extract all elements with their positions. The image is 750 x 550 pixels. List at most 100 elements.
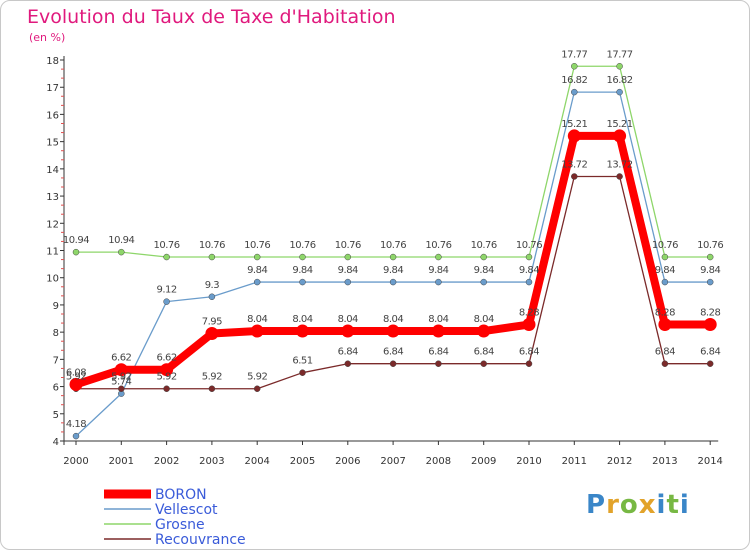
data-label-vellescot: 9.84 [247,265,267,276]
proxiti-logo: Proxiti [586,490,690,520]
data-point-vellescot [616,88,623,96]
data-label-vellescot: 16.82 [561,75,587,86]
data-point-recouvrance [253,385,261,392]
y-tick-label: 13 [46,192,59,203]
data-label-grosne: 10.76 [652,240,678,251]
data-label-vellescot: 9.84 [655,265,675,276]
y-tick-label: 4 [53,437,59,448]
data-label-grosne: 10.76 [289,240,315,251]
data-point-vellescot [299,278,306,286]
data-point-recouvrance [208,385,216,392]
data-label-recouvrance: 5.92 [247,372,267,383]
data-point-grosne [525,253,533,261]
data-label-vellescot: 9.84 [519,265,539,276]
data-label-recouvrance: 6.84 [519,347,539,358]
y-tick-label: 5 [53,410,59,421]
data-label-boron: 8.04 [383,314,403,325]
data-point-boron [703,318,717,332]
data-point-grosne [163,253,170,261]
x-tick-label: 2002 [154,456,179,467]
data-point-recouvrance [435,360,442,367]
data-label-vellescot: 9.84 [383,265,403,276]
data-point-recouvrance [163,385,170,392]
data-point-recouvrance [706,360,714,367]
data-label-boron: 8.04 [474,314,494,325]
data-label-grosne: 10.76 [380,240,406,251]
data-point-boron [341,324,355,338]
legend-label-grosne: Grosne [155,517,205,533]
data-label-boron: 7.95 [202,317,222,328]
data-point-grosne [208,253,216,261]
x-tick-label: 2005 [290,456,315,467]
y-tick-label: 6 [53,383,59,394]
data-point-boron [69,377,83,391]
data-point-vellescot [389,278,397,286]
legend-label-recouvrance: Recouvrance [155,532,246,548]
data-point-grosne [616,63,623,70]
x-tick-label: 2000 [63,456,88,467]
data-label-grosne: 10.76 [154,240,180,251]
data-point-vellescot [344,278,352,286]
data-point-boron [522,318,536,332]
data-point-recouvrance [661,360,669,367]
data-point-grosne [389,253,397,261]
data-label-vellescot: 9.12 [156,285,176,296]
data-label-recouvrance: 5.92 [156,372,176,383]
data-point-vellescot [208,293,216,301]
y-tick-label: 15 [46,138,59,149]
data-point-grosne [706,253,714,261]
y-tick-label: 12 [46,219,59,230]
x-tick-label: 2012 [607,456,632,467]
x-tick-label: 2011 [562,456,587,467]
x-tick-label: 2014 [697,456,722,467]
data-label-boron: 8.28 [655,308,675,319]
data-label-recouvrance: 6.84 [338,347,358,358]
data-point-grosne [480,253,487,261]
data-label-boron: 8.04 [428,314,448,325]
x-tick-label: 2007 [380,456,405,467]
data-label-vellescot: 9.3 [205,280,220,291]
data-label-boron: 6.08 [66,367,86,378]
data-point-recouvrance [118,385,125,392]
data-point-recouvrance [571,173,578,180]
legend-label-boron: BORON [155,487,207,503]
data-label-boron: 8.04 [247,314,267,325]
data-point-boron [567,129,581,143]
data-point-boron [658,318,672,332]
y-tick-label: 9 [53,301,59,312]
data-label-grosne: 10.76 [471,240,497,251]
data-point-boron [160,363,174,377]
data-point-recouvrance [616,173,623,180]
y-tick-label: 14 [46,165,59,176]
data-label-vellescot: 9.84 [428,265,448,276]
data-label-recouvrance: 6.84 [428,347,448,358]
data-label-vellescot: 5.74 [111,377,131,388]
y-tick-label: 8 [53,328,59,339]
x-tick-label: 2006 [335,456,360,467]
data-point-boron [250,324,264,338]
data-label-recouvrance: 13.72 [607,159,633,170]
legend-label-vellescot: Vellescot [155,502,218,518]
data-label-grosne: 10.76 [697,240,723,251]
data-point-vellescot [435,278,442,286]
data-point-grosne [72,248,80,256]
data-point-vellescot [253,278,261,286]
y-tick-label: 7 [53,355,59,366]
data-label-recouvrance: 6.84 [474,347,494,358]
data-point-grosne [253,253,261,261]
data-label-grosne: 17.77 [561,49,587,60]
data-label-boron: 15.21 [561,119,587,130]
data-label-vellescot: 4.18 [66,419,86,430]
data-point-grosne [118,248,125,256]
chart-title: Evolution du Taux de Taxe d'Habitation [27,6,396,28]
data-label-recouvrance: 5.92 [66,372,86,383]
data-label-recouvrance: 5.92 [111,372,131,383]
data-label-vellescot: 9.84 [292,265,312,276]
data-label-boron: 6.62 [156,353,176,364]
data-label-vellescot: 9.84 [700,265,720,276]
data-label-grosne: 10.94 [63,235,89,246]
data-label-recouvrance: 6.84 [383,347,403,358]
data-point-boron [114,363,128,377]
data-label-vellescot: 9.84 [474,265,494,276]
